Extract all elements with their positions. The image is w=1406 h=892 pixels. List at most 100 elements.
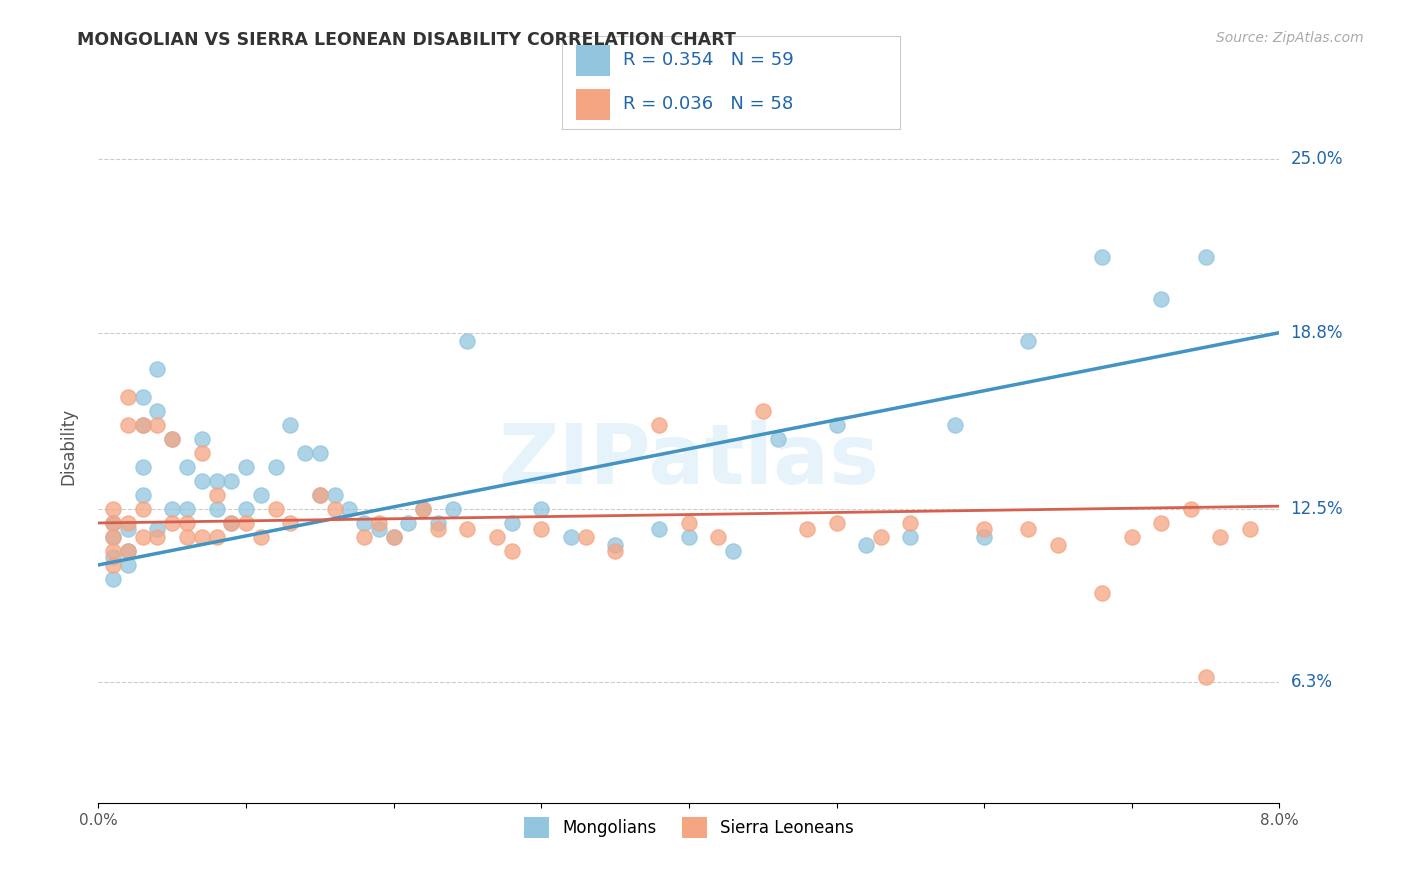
Mongolians — [1195, 250, 1218, 264]
Mongolians — [176, 460, 198, 475]
Sierra Leoneans — [280, 516, 302, 530]
Mongolians — [205, 502, 228, 516]
Mongolians — [191, 474, 214, 488]
Sierra Leoneans — [457, 522, 479, 536]
Mongolians — [309, 446, 332, 460]
Bar — [576, 89, 610, 120]
Mongolians — [146, 404, 169, 418]
Sierra Leoneans — [648, 417, 671, 432]
Mongolians — [723, 544, 745, 558]
Sierra Leoneans — [1239, 522, 1261, 536]
Mongolians — [309, 488, 332, 502]
Mongolians — [648, 522, 671, 536]
Mongolians — [117, 522, 139, 536]
Mongolians — [427, 516, 450, 530]
Mongolians — [132, 488, 155, 502]
Sierra Leoneans — [191, 530, 214, 544]
Sierra Leoneans — [132, 502, 155, 516]
Mongolians — [412, 502, 434, 516]
Sierra Leoneans — [132, 417, 155, 432]
Mongolians — [900, 530, 922, 544]
Mongolians — [250, 488, 273, 502]
Sierra Leoneans — [191, 446, 214, 460]
Mongolians — [1150, 292, 1173, 306]
Sierra Leoneans — [250, 530, 273, 544]
Mongolians — [530, 502, 553, 516]
Mongolians — [605, 538, 627, 552]
Sierra Leoneans — [973, 522, 995, 536]
Mongolians — [235, 460, 257, 475]
Sierra Leoneans — [678, 516, 700, 530]
Mongolians — [323, 488, 346, 502]
Sierra Leoneans — [382, 530, 405, 544]
Mongolians — [825, 417, 848, 432]
Sierra Leoneans — [264, 502, 287, 516]
Sierra Leoneans — [221, 516, 243, 530]
Bar — [576, 45, 610, 76]
Mongolians — [205, 474, 228, 488]
Sierra Leoneans — [176, 516, 198, 530]
Sierra Leoneans — [162, 516, 183, 530]
Mongolians — [1091, 250, 1114, 264]
Mongolians — [117, 544, 139, 558]
Sierra Leoneans — [103, 502, 125, 516]
Mongolians — [103, 572, 125, 586]
Sierra Leoneans — [1091, 586, 1114, 600]
Mongolians — [943, 417, 966, 432]
Sierra Leoneans — [103, 558, 125, 572]
Mongolians — [103, 549, 125, 564]
Legend: Mongolians, Sierra Leoneans: Mongolians, Sierra Leoneans — [517, 811, 860, 845]
Sierra Leoneans — [323, 502, 346, 516]
Mongolians — [280, 417, 302, 432]
Text: 6.3%: 6.3% — [1291, 673, 1333, 691]
Sierra Leoneans — [146, 530, 169, 544]
Text: R = 0.354   N = 59: R = 0.354 N = 59 — [623, 51, 794, 69]
Mongolians — [162, 432, 183, 446]
Sierra Leoneans — [605, 544, 627, 558]
Sierra Leoneans — [205, 488, 228, 502]
Sierra Leoneans — [176, 530, 198, 544]
Sierra Leoneans — [796, 522, 818, 536]
Sierra Leoneans — [103, 530, 125, 544]
Mongolians — [132, 390, 155, 404]
Mongolians — [973, 530, 995, 544]
Text: Source: ZipAtlas.com: Source: ZipAtlas.com — [1216, 31, 1364, 45]
Mongolians — [560, 530, 582, 544]
Sierra Leoneans — [103, 516, 125, 530]
Mongolians — [294, 446, 316, 460]
Mongolians — [103, 530, 125, 544]
Mongolians — [398, 516, 420, 530]
Mongolians — [146, 522, 169, 536]
Sierra Leoneans — [146, 417, 169, 432]
Sierra Leoneans — [427, 522, 450, 536]
Mongolians — [117, 558, 139, 572]
Sierra Leoneans — [117, 544, 139, 558]
Mongolians — [221, 516, 243, 530]
Sierra Leoneans — [1018, 522, 1040, 536]
Mongolians — [382, 530, 405, 544]
Mongolians — [457, 334, 479, 348]
Sierra Leoneans — [132, 530, 155, 544]
Sierra Leoneans — [117, 390, 139, 404]
Sierra Leoneans — [575, 530, 598, 544]
Mongolians — [103, 516, 125, 530]
Text: 18.8%: 18.8% — [1291, 324, 1343, 342]
Sierra Leoneans — [1180, 502, 1202, 516]
Sierra Leoneans — [309, 488, 332, 502]
Mongolians — [235, 502, 257, 516]
Mongolians — [146, 362, 169, 376]
Mongolians — [132, 417, 155, 432]
Mongolians — [339, 502, 361, 516]
Mongolians — [162, 502, 183, 516]
Sierra Leoneans — [1121, 530, 1143, 544]
Text: R = 0.036   N = 58: R = 0.036 N = 58 — [623, 95, 793, 113]
Mongolians — [368, 522, 391, 536]
Text: 12.5%: 12.5% — [1291, 500, 1343, 518]
Sierra Leoneans — [1046, 538, 1070, 552]
Mongolians — [678, 530, 700, 544]
Mongolians — [441, 502, 464, 516]
Mongolians — [353, 516, 375, 530]
Mongolians — [766, 432, 789, 446]
Sierra Leoneans — [117, 417, 139, 432]
Mongolians — [191, 432, 214, 446]
